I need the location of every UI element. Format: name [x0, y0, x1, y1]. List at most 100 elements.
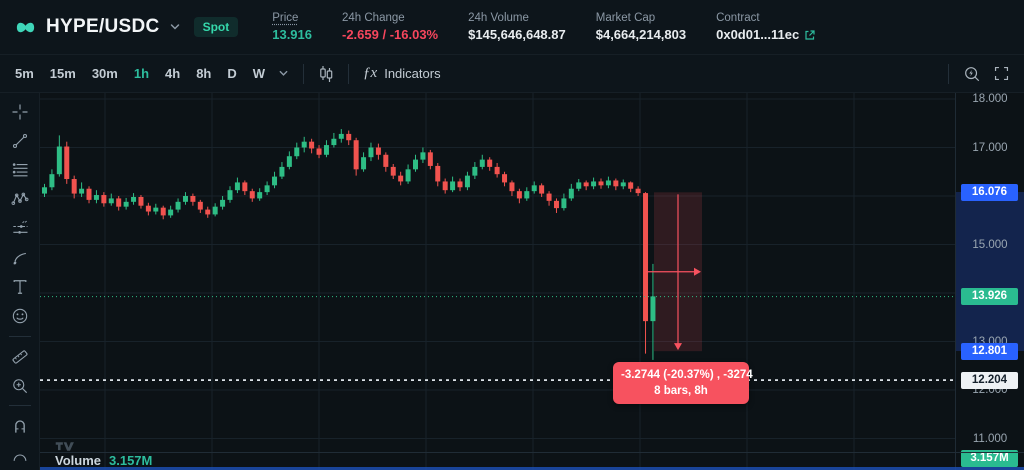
measure-end-price-label: 12.801 — [961, 342, 1018, 360]
external-link-icon[interactable] — [804, 29, 816, 41]
candle-body — [309, 141, 315, 149]
timeframe-group: 5m 15m 30m 1h 4h 8h D W — [8, 62, 272, 85]
candle-body — [197, 201, 203, 210]
partial-tool-icon — [13, 454, 26, 462]
candle-body — [568, 188, 574, 199]
candle-body — [79, 188, 85, 194]
timeframe-15m[interactable]: 15m — [43, 62, 83, 85]
stat-contract-value[interactable]: 0x0d01...11ec — [716, 27, 816, 42]
emoji-icon — [12, 309, 27, 324]
market-type-badge: Spot — [193, 17, 239, 37]
xabcd-pattern-tool[interactable] — [4, 185, 36, 214]
candle-body — [138, 196, 144, 206]
toolbar-divider — [948, 63, 949, 84]
candle-body — [427, 152, 433, 166]
stat-price-value: 13.916 — [272, 27, 312, 42]
partial-tool[interactable] — [4, 441, 36, 470]
axis-tick: 18.000 — [972, 93, 1008, 105]
axis-tick: 15.000 — [972, 238, 1008, 251]
candle-body — [264, 185, 270, 193]
stat-contract: Contract 0x0d01...11ec — [716, 12, 816, 42]
timeframe-d[interactable]: D — [220, 62, 243, 85]
candle-body — [220, 199, 226, 207]
stat-market-cap-label: Market Cap — [595, 12, 656, 24]
volume-value: 3.157M — [109, 453, 153, 468]
measure-ruler-tool[interactable] — [4, 342, 36, 371]
stat-market-cap: Market Cap $4,664,214,803 — [596, 12, 686, 42]
candle-body — [516, 191, 522, 199]
fullscreen-icon — [994, 66, 1009, 81]
measure-arrowhead-down — [674, 343, 682, 351]
pane-separator[interactable] — [40, 452, 1024, 453]
stat-price: Price 13.916 — [272, 12, 312, 42]
candle-body — [628, 182, 634, 189]
candle-body — [502, 174, 508, 183]
timeframe-30m[interactable]: 30m — [85, 62, 125, 85]
candle-body — [234, 182, 240, 191]
trend-line-tool[interactable] — [4, 126, 36, 155]
chevron-down-icon — [279, 70, 288, 76]
candle-body — [331, 138, 337, 146]
timeframe-8h[interactable]: 8h — [189, 62, 218, 85]
emoji-tool[interactable] — [4, 302, 36, 331]
candle-body — [64, 146, 70, 180]
axis-tick: 17.000 — [972, 141, 1008, 154]
fib-lines-tool[interactable] — [4, 156, 36, 185]
timeframe-1h[interactable]: 1h — [127, 62, 156, 85]
candle-body — [613, 180, 619, 187]
text-tool[interactable] — [4, 273, 36, 302]
chart-canvas[interactable]: Volume 3.157M -3.2744 (-20.37%) , -3274 … — [40, 93, 955, 470]
candle-body — [435, 165, 441, 182]
quick-screenshot-button[interactable] — [957, 61, 987, 87]
candle-body — [42, 187, 47, 194]
candle-body — [383, 154, 389, 167]
candle-body — [323, 145, 329, 155]
horizontal-line-price-label: 12.204 — [961, 371, 1018, 389]
toolbar-divider — [348, 63, 350, 84]
magnet-tool[interactable] — [4, 411, 36, 440]
measure-change-text: -3.2744 (-20.37%) , -3274 — [621, 369, 753, 381]
stat-price-label: Price — [272, 12, 299, 24]
candle-body — [413, 159, 418, 170]
magnet-icon — [14, 420, 25, 433]
candle-body — [279, 166, 285, 177]
symbol-selector[interactable]: HYPE/USDC Spot — [14, 16, 239, 39]
zoom-in-tool[interactable] — [4, 371, 36, 400]
candle-body — [346, 133, 352, 141]
timeframe-w[interactable]: W — [246, 62, 272, 85]
fullscreen-button[interactable] — [987, 61, 1016, 86]
indicators-button[interactable]: ƒx Indicators — [357, 61, 447, 86]
candle-body — [494, 166, 500, 175]
timeframe-4h[interactable]: 4h — [158, 62, 187, 85]
brush-tool[interactable] — [4, 243, 36, 272]
candle-body — [123, 201, 129, 207]
candle-body — [524, 191, 530, 199]
stat-24h-volume: 24h Volume $145,646,648.87 — [468, 12, 566, 42]
stat-contract-label: Contract — [716, 12, 760, 24]
candle-body — [108, 198, 114, 204]
candle-body — [160, 207, 166, 216]
volume-label: Volume — [55, 453, 101, 468]
volume-axis-value-label: 3.157M — [961, 449, 1018, 467]
candle-body — [101, 195, 107, 204]
chart-area: Volume 3.157M -3.2744 (-20.37%) , -3274 … — [0, 93, 1024, 470]
crosshair-tool[interactable] — [4, 97, 36, 126]
chart-style-button[interactable] — [312, 61, 340, 87]
pane-resize-handle[interactable] — [40, 467, 1024, 470]
candle-body — [131, 196, 137, 202]
timeframe-expand-button[interactable] — [272, 64, 295, 83]
candle-body — [212, 206, 218, 215]
measure-tooltip[interactable]: -3.2744 (-20.37%) , -3274 8 bars, 8h — [613, 362, 753, 404]
candle-body — [353, 140, 359, 170]
candle-body — [398, 175, 404, 182]
candle-body — [301, 141, 307, 148]
timeframe-5m[interactable]: 5m — [8, 62, 41, 85]
forecast-tool[interactable] — [4, 214, 36, 243]
trend-line-icon — [12, 133, 27, 148]
candlestick-chart[interactable] — [40, 93, 955, 470]
price-axis[interactable]: 18.000 17.000 15.000 13.000 12.000 11.000 16.0… — [955, 93, 1024, 470]
measure-axis-band — [956, 192, 1024, 352]
toolbar-divider — [303, 63, 305, 84]
horizontal-lines-icon — [12, 163, 27, 177]
